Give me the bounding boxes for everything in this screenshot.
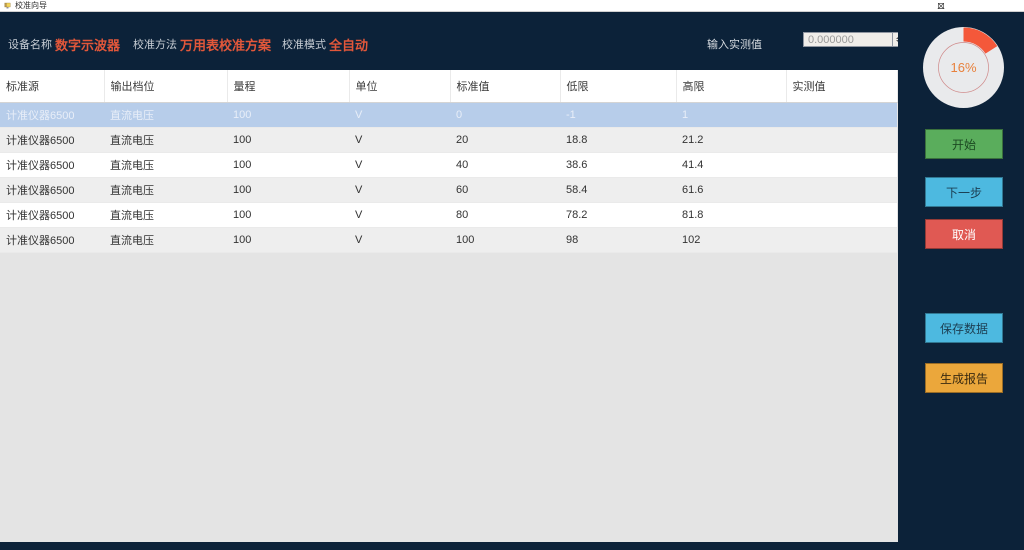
svg-text:16%: 16% [950, 60, 976, 75]
